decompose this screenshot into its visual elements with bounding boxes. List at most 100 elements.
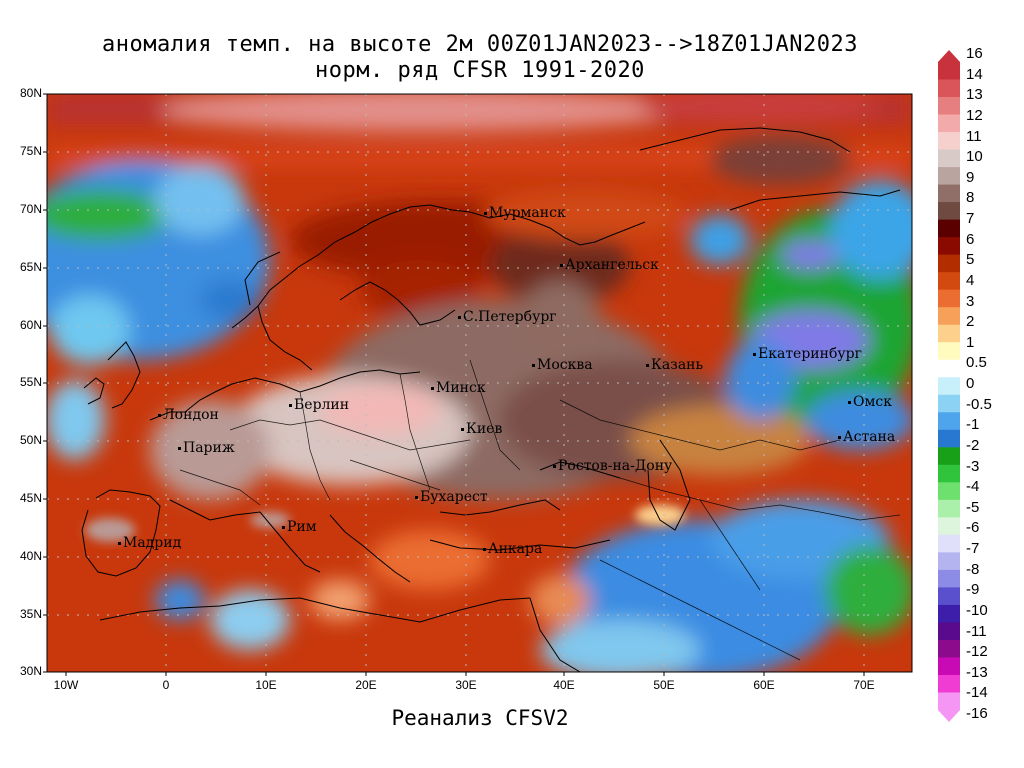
city-marker <box>553 464 556 468</box>
colorbar-swatch <box>938 604 960 623</box>
borders <box>179 359 901 661</box>
city-name: Казань <box>651 357 704 373</box>
colorbar-label: -1 <box>966 416 980 434</box>
lat-tick-label: 70N <box>19 202 42 216</box>
colorbar-swatch <box>938 324 960 343</box>
city-marker <box>431 386 434 390</box>
colorbar-label: 2 <box>966 313 975 331</box>
colorbar-swatch <box>938 342 960 361</box>
colorbar-min-arrow <box>938 710 960 722</box>
colorbar-swatch <box>938 569 960 588</box>
lon-tick-label: 30E <box>455 678 477 692</box>
city-marker <box>532 363 535 367</box>
city-marker <box>461 427 464 431</box>
city-label-paris: Париж <box>178 440 235 456</box>
lon-tick-label: 10W <box>53 678 79 692</box>
city-name: Мурманск <box>489 205 566 221</box>
city-name: Рим <box>287 519 317 535</box>
city-marker <box>753 352 756 356</box>
colorbar-label: 7 <box>966 210 975 227</box>
colorbar-swatch <box>938 622 960 641</box>
colorbar-label: -7 <box>966 540 980 557</box>
colorbar-label: 10 <box>966 148 983 166</box>
city-name: С.Петербург <box>463 309 557 325</box>
colorbar-label: 1 <box>966 333 975 351</box>
city-label-rostov: Ростов-на-Дону <box>553 458 672 474</box>
city-label-yekaterinburg: Екатеринбург <box>753 346 862 362</box>
city-marker <box>282 525 285 529</box>
lat-tick-label: 30N <box>19 664 42 678</box>
colorbar-label: -4 <box>966 478 980 496</box>
lon-tick-label: 50E <box>653 678 675 692</box>
colorbar-swatch <box>938 412 960 431</box>
city-label-murmansk: Мурманск <box>484 205 566 221</box>
lat-tick-label: 35N <box>19 607 42 621</box>
colorbar <box>938 50 960 722</box>
map-title-line2: норм. ряд CFSR 1991-2020 <box>315 58 645 83</box>
colorbar-label: -12 <box>966 643 988 661</box>
city-name: Анкара <box>488 541 543 557</box>
colorbar-label: 9 <box>966 168 975 186</box>
colorbar-swatch <box>938 114 960 133</box>
lat-tick-label: 45N <box>19 491 42 505</box>
lon-tick-label: 20E <box>355 678 377 692</box>
colorbar-label: 4 <box>966 271 975 289</box>
colorbar-label: -13 <box>966 663 988 681</box>
colorbar-swatch <box>938 307 960 326</box>
city-marker <box>484 211 487 215</box>
lon-tick-label: 0 <box>162 678 170 692</box>
city-marker <box>646 363 649 367</box>
city-label-madrid: Мадрид <box>118 535 181 551</box>
lat-tick-label: 60N <box>19 318 42 332</box>
city-label-london: Лондон <box>158 407 219 423</box>
colorbar-swatch <box>938 482 960 501</box>
colorbar-swatch <box>938 254 960 273</box>
city-name: Архангельск <box>565 257 659 273</box>
colorbar-label: 5 <box>966 251 975 269</box>
colorbar-swatch <box>938 517 960 536</box>
colorbar-swatch <box>938 639 960 658</box>
city-marker <box>458 315 461 319</box>
colorbar-swatch <box>938 149 960 168</box>
colorbar-label: 6 <box>966 230 975 248</box>
lat-tick-label: 65N <box>19 260 42 274</box>
colorbar-swatch <box>938 552 960 571</box>
colorbar-swatch <box>938 79 960 98</box>
city-label-kyiv: Киев <box>461 421 502 437</box>
colorbar-swatch <box>938 219 960 238</box>
lat-tick-label: 55N <box>19 375 42 389</box>
lon-tick-label: 10E <box>255 678 277 692</box>
colorbar-max-arrow <box>938 50 960 62</box>
colorbar-swatch <box>938 359 960 378</box>
colorbar-swatch <box>938 167 960 186</box>
colorbar-swatch <box>938 464 960 483</box>
colorbar-label: -2 <box>966 436 980 454</box>
colorbar-label: -16 <box>966 705 988 722</box>
city-name: Бухарест <box>420 489 488 505</box>
colorbar-swatch <box>938 499 960 518</box>
colorbar-label: 0.5 <box>966 354 987 372</box>
city-name: Екатеринбург <box>758 346 862 362</box>
city-name: Москва <box>537 357 593 373</box>
colorbar-label: -8 <box>966 560 980 578</box>
colorbar-label: -3 <box>966 457 980 475</box>
colorbar-swatch <box>938 202 960 221</box>
colorbar-swatch <box>938 394 960 413</box>
lat-tick-label: 50N <box>19 433 42 447</box>
city-label-berlin: Берлин <box>289 397 349 413</box>
city-name: Лондон <box>163 407 219 423</box>
colorbar-swatch <box>938 447 960 466</box>
colorbar-swatch <box>938 692 960 711</box>
coastlines <box>81 127 901 672</box>
city-marker <box>118 541 121 545</box>
lon-tick-label: 40E <box>553 678 575 692</box>
colorbar-swatch <box>938 657 960 676</box>
axis-ticks <box>43 93 865 676</box>
colorbar-swatch <box>938 184 960 203</box>
colorbar-label: -9 <box>966 581 980 599</box>
city-marker <box>158 413 161 417</box>
colorbar-label: 14 <box>966 65 983 83</box>
city-label-omsk: Омск <box>848 394 892 410</box>
map-title-line1: аномалия темп. на высоте 2м 00Z01JAN2023… <box>102 32 858 57</box>
